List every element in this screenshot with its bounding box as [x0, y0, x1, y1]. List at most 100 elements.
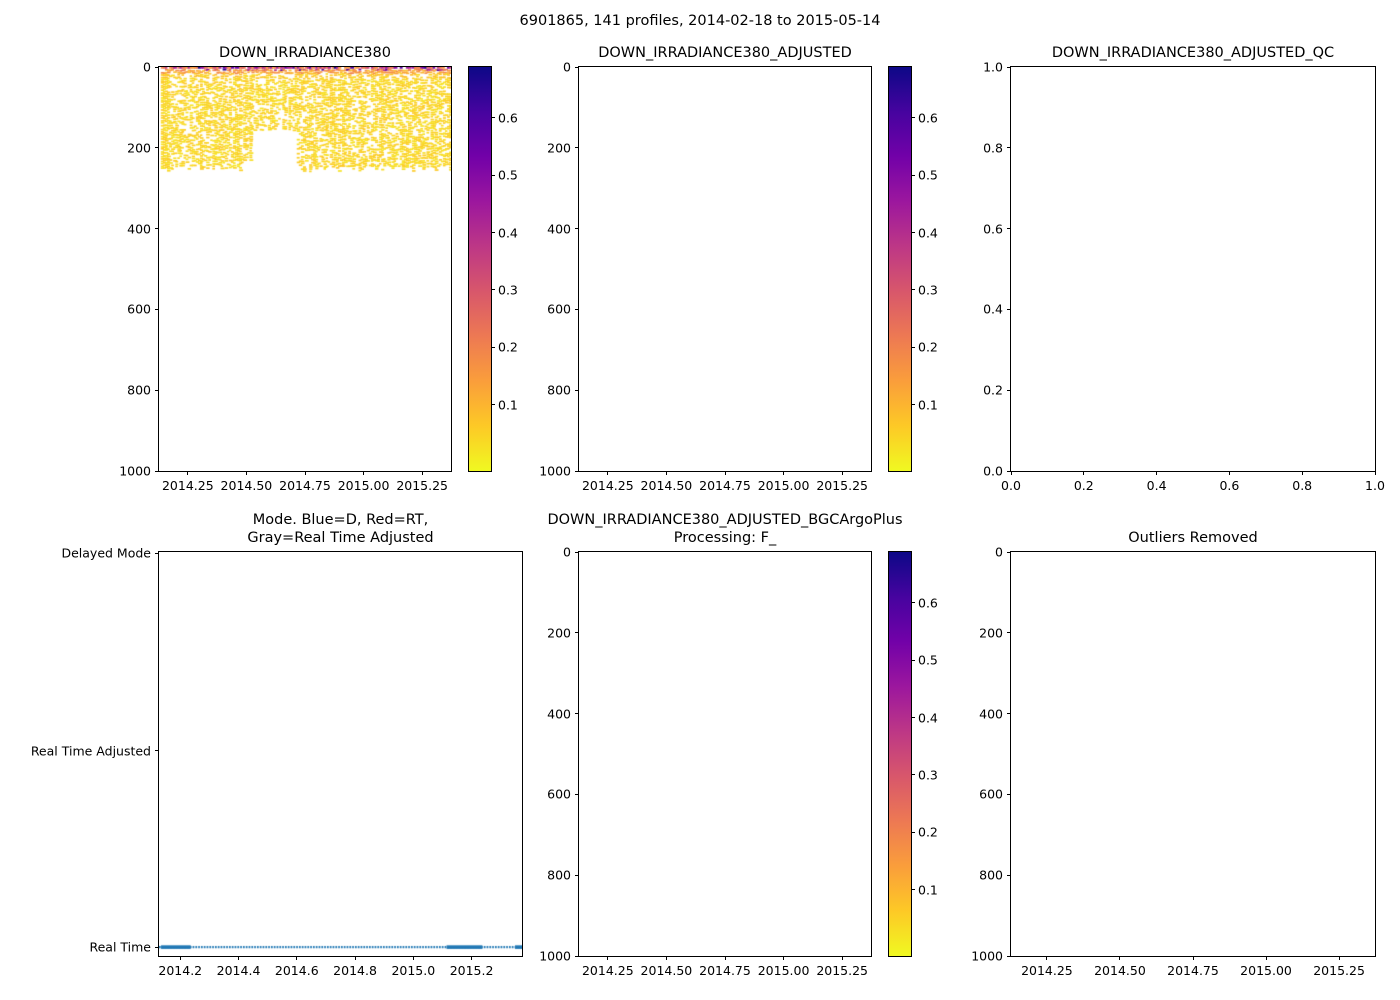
y-tick-mark — [575, 147, 579, 149]
plot-down-irradiance380: DOWN_IRRADIANCE380 2014.25 2014.50 2014.75… — [119, 45, 452, 493]
y-tick-label: 600 — [547, 301, 571, 317]
y-tick-label: Real Time Adjusted — [30, 743, 151, 759]
colorbar-tick-mark — [911, 289, 915, 291]
y-tick-mark — [575, 66, 579, 68]
colorbar-tick-label: 0.6 — [918, 595, 938, 611]
y-tick-label: Delayed Mode — [61, 545, 151, 561]
x-tick-mark — [363, 471, 365, 475]
y-tick-label: 0 — [995, 544, 1003, 560]
x-tick-label: 2014.2 — [158, 963, 203, 978]
x-tick-label: 2014.75 — [279, 478, 331, 493]
x-tick-mark — [1301, 471, 1303, 475]
subplot-title: DOWN_IRRADIANCE380_ADJUSTED_BGCArgoPlus … — [547, 512, 903, 546]
y-tick-mark — [155, 228, 159, 230]
colorbar-tick-mark — [911, 889, 915, 891]
x-tick-mark — [187, 471, 189, 475]
y-tick-label: 1000 — [539, 463, 571, 479]
colorbar-tick-mark — [491, 346, 495, 348]
colorbar-tick-label: 0.4 — [918, 710, 938, 726]
x-tick-mark — [724, 471, 726, 475]
x-tick-mark — [179, 956, 181, 960]
x-tick-mark — [1156, 471, 1158, 475]
x-tick-mark — [1228, 471, 1230, 475]
plot-bgcargoplus-processing: DOWN_IRRADIANCE380_ADJUSTED_BGCArgoPlus … — [539, 512, 902, 978]
y-tick-mark — [1007, 955, 1011, 957]
colorbar-tick-label: 0.4 — [918, 225, 938, 241]
y-tick-mark — [575, 793, 579, 795]
y-tick-mark — [155, 470, 159, 472]
colorbar-tick-mark — [911, 659, 915, 661]
colorbar-tick-label: 0.5 — [918, 652, 938, 668]
x-tick-mark — [783, 956, 785, 960]
y-tick-mark — [155, 389, 159, 391]
x-tick-label: 2015.00 — [757, 963, 810, 978]
x-tick-label: 0.6 — [1219, 478, 1240, 493]
colorbar-tick-mark — [911, 232, 915, 234]
x-tick-label: 2014.6 — [274, 963, 319, 978]
colorbar-tick-label: 0.6 — [918, 110, 938, 126]
colorbar-tick-label: 0.2 — [498, 339, 518, 355]
colorbar-tick-mark — [491, 404, 495, 406]
x-tick-label: 2015.00 — [1240, 963, 1292, 978]
x-tick-label: 2015.25 — [816, 963, 869, 978]
y-tick-mark — [575, 551, 579, 553]
plot-outliers-removed: Outliers Removed 2014.25 2014.50 2014.75 20… — [971, 530, 1376, 978]
colorbar-tick-mark — [911, 602, 915, 604]
mode-line-canvas — [159, 552, 522, 956]
y-tick-label: 0 — [563, 544, 571, 560]
colorbar-tick-mark — [911, 117, 915, 119]
y-tick-mark — [1007, 713, 1011, 715]
x-tick-mark — [471, 956, 473, 960]
y-tick-label: 600 — [127, 301, 151, 317]
y-tick-label: 0.0 — [983, 463, 1003, 479]
colorbar-tick-label: 0.1 — [918, 882, 938, 898]
colorbar-tick-label: 0.5 — [918, 167, 938, 183]
y-tick-label: 600 — [547, 786, 571, 802]
plot-down-irradiance380-adjusted: DOWN_IRRADIANCE380_ADJUSTED 2014.25 2014.… — [539, 45, 872, 493]
x-tick-mark — [1119, 956, 1121, 960]
colorbar-tick-label: 0.2 — [918, 824, 938, 840]
y-tick-mark — [575, 308, 579, 310]
y-tick-label: 400 — [547, 221, 571, 237]
x-tick-mark — [1083, 471, 1085, 475]
x-tick-mark — [1265, 956, 1267, 960]
y-tick-mark — [1007, 147, 1011, 149]
y-tick-mark — [155, 147, 159, 149]
y-tick-mark — [1007, 632, 1011, 634]
x-tick-mark — [665, 956, 667, 960]
y-tick-label: 200 — [127, 140, 151, 156]
x-tick-mark — [783, 471, 785, 475]
colorbar-bgcargoplus: 0.1 0.2 0.3 0.4 0.5 0.6 — [888, 551, 938, 957]
colorbar-tick-mark — [491, 289, 495, 291]
y-tick-label: 600 — [979, 786, 1003, 802]
colorbar-tick-label: 0.3 — [498, 282, 518, 298]
x-tick-label: 2014.75 — [699, 478, 751, 493]
y-tick-label: 800 — [547, 382, 571, 398]
y-tick-mark — [1007, 389, 1011, 391]
colorbar-tick-mark — [911, 346, 915, 348]
x-tick-label: 2014.25 — [581, 963, 634, 978]
plot-down-irradiance380-adjusted-qc: DOWN_IRRADIANCE380_ADJUSTED_QC 0.0 0.2 0.4… — [983, 45, 1385, 493]
y-tick-label: 0 — [143, 59, 151, 75]
x-tick-label: 2014.50 — [640, 478, 693, 493]
y-tick-mark — [575, 389, 579, 391]
scatter-canvas — [159, 67, 451, 471]
x-tick-mark — [841, 956, 843, 960]
x-tick-label: 2014.50 — [1094, 963, 1146, 978]
x-tick-label: 2014.25 — [1021, 963, 1073, 978]
x-tick-mark — [238, 956, 240, 960]
y-tick-mark — [155, 66, 159, 68]
x-tick-mark — [724, 956, 726, 960]
x-tick-label: 2015.00 — [337, 478, 390, 493]
y-tick-mark — [155, 946, 159, 948]
colorbar-tick-label: 0.1 — [498, 397, 518, 413]
x-tick-label: 2015.0 — [391, 963, 436, 978]
x-tick-mark — [665, 471, 667, 475]
y-tick-mark — [575, 955, 579, 957]
y-tick-label: 1000 — [971, 948, 1003, 964]
y-tick-mark — [1007, 551, 1011, 553]
x-tick-label: 2014.75 — [699, 963, 751, 978]
y-tick-mark — [575, 632, 579, 634]
x-tick-label: 0.2 — [1073, 478, 1094, 493]
